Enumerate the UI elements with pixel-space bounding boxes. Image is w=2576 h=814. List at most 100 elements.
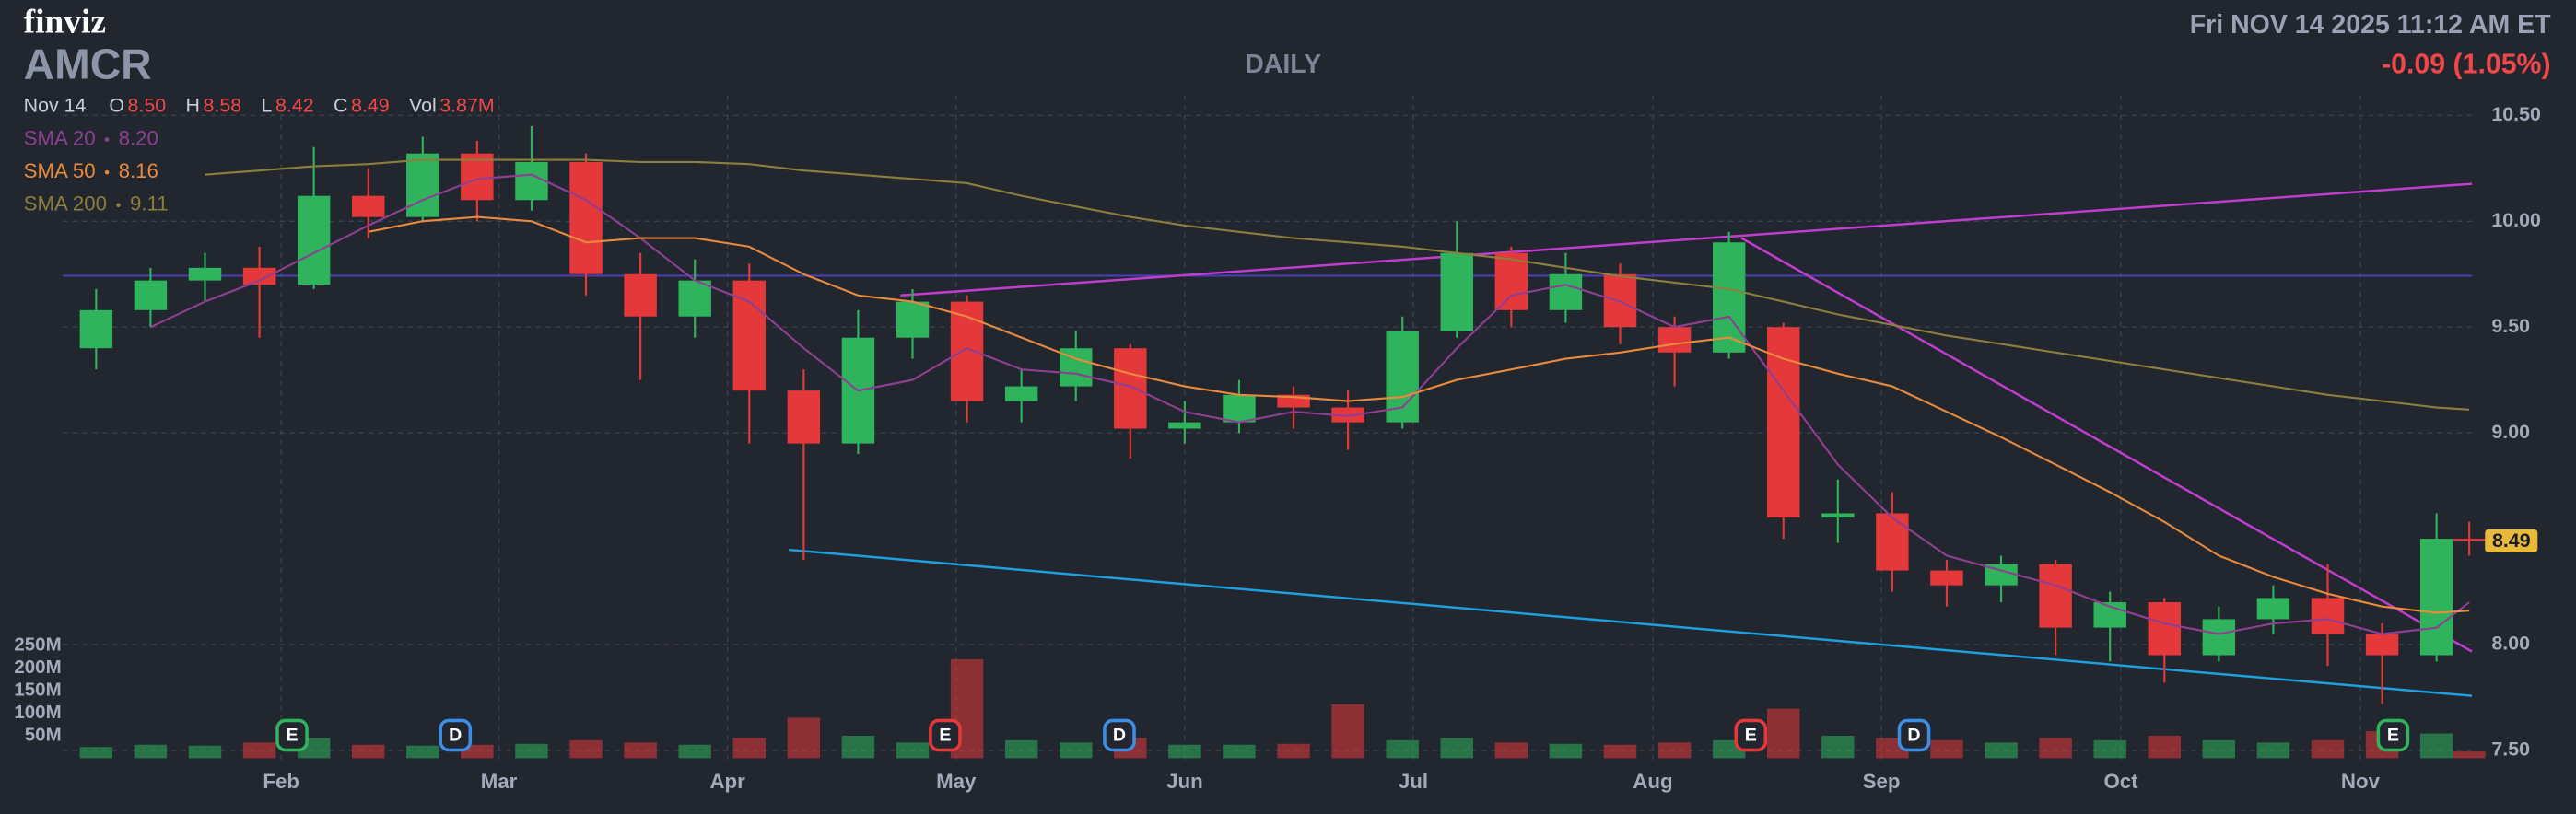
candle-body: [2148, 602, 2181, 656]
stat-label: L: [262, 94, 273, 116]
stat-label: H: [186, 94, 200, 116]
event-badge: [439, 718, 473, 752]
volume-bar: [134, 744, 168, 759]
volume-tick-label: 100M: [14, 702, 61, 723]
x-tick-label: Nov: [2341, 770, 2381, 793]
legend-name: SMA 20: [24, 126, 96, 149]
volume-bar: [2311, 739, 2345, 759]
trend-line: [789, 548, 2473, 697]
price-change: -0.09 (1.05%): [2382, 49, 2550, 79]
volume-bar: [1223, 744, 1256, 759]
candle-body: [1114, 348, 1147, 429]
trend-line: [1740, 237, 2473, 653]
candle-body: [1494, 252, 1528, 310]
candle-body: [406, 153, 439, 217]
volume-bar: [2202, 739, 2236, 759]
stat-label: C: [334, 94, 347, 116]
event-label: D: [1113, 726, 1126, 746]
ticker: AMCR: [24, 40, 152, 87]
candle-body: [2256, 598, 2290, 620]
candle-body: [2365, 634, 2399, 656]
volume-bar: [515, 743, 548, 759]
volume-bar: [1386, 739, 1419, 759]
volume-bar: [1331, 704, 1364, 759]
y-tick-label: 9.00: [2491, 421, 2530, 443]
volume-bar: [2148, 735, 2181, 759]
x-tick-label: Sep: [1863, 770, 1901, 793]
candle-body: [515, 161, 548, 201]
volume-bar: [188, 745, 222, 759]
candle-body: [79, 309, 113, 349]
candle-body: [787, 390, 821, 444]
candle-body: [1930, 570, 1963, 586]
volume-bar: [1985, 742, 2018, 759]
volume-tick-label: 250M: [14, 634, 61, 656]
legend-value: 8.16: [119, 159, 158, 182]
candle-body: [1223, 394, 1256, 423]
volume-bar: [2039, 738, 2072, 759]
volume-bar: [841, 735, 875, 759]
stat-value: 8.50: [128, 94, 167, 116]
stat-value: 8.58: [204, 94, 242, 116]
volume-bar: [1821, 735, 1855, 759]
volume-bar: [787, 717, 821, 759]
candle-body: [2453, 539, 2486, 541]
candle-body: [678, 280, 711, 317]
last-price-tag: [2485, 529, 2538, 552]
candle-body: [2039, 564, 2072, 628]
volume-bar: [1603, 744, 1637, 759]
candle-body: [624, 273, 657, 317]
candle-body: [896, 301, 930, 338]
candle-body: [2202, 619, 2236, 656]
legend-name: SMA 50: [24, 159, 96, 182]
volume-bar: [1277, 743, 1310, 759]
y-tick-label: 9.50: [2491, 315, 2530, 337]
y-tick-label: 10.00: [2491, 209, 2541, 231]
volume-bar: [678, 744, 711, 759]
volume-tick-label: 50M: [25, 724, 62, 745]
event-badge: [1734, 718, 1768, 752]
grid: [63, 95, 2473, 765]
volume-bar: [1004, 739, 1038, 759]
ohlc-info: Nov 14 O 8.50 H 8.58 L 8.42 C 8.49 Vol 3.87M: [24, 94, 495, 116]
period: DAILY: [1245, 50, 1321, 79]
candle-body: [2419, 539, 2453, 656]
candle-body: [2311, 598, 2345, 634]
legend-value: 9.11: [130, 192, 169, 215]
volume-bar: [1168, 744, 1201, 759]
trend-line: [900, 182, 2473, 297]
candle-body: [1168, 422, 1201, 429]
x-tick-label: Mar: [481, 770, 518, 793]
volume-bar: [1060, 742, 1093, 759]
candle-body: [188, 267, 222, 281]
volume-bar: [624, 742, 657, 759]
event-label: E: [286, 726, 298, 746]
stat-value: 8.49: [351, 94, 390, 116]
candle-body: [461, 153, 494, 201]
volume-bar: [1930, 739, 1963, 759]
event-badge: [275, 718, 309, 752]
legend-name: SMA 200: [24, 192, 107, 215]
candle-body: [1004, 386, 1038, 401]
sma-line: [205, 158, 2470, 411]
candle-body: [1712, 242, 1746, 353]
candle-body: [732, 280, 766, 391]
candle-body: [1331, 407, 1364, 423]
stat-value: 3.87M: [439, 94, 494, 116]
event-label: E: [1745, 726, 1757, 746]
stat-value: 8.42: [275, 94, 314, 116]
event-badge: [929, 718, 962, 752]
event-label: E: [2387, 726, 2399, 746]
volume-tick-label: 200M: [14, 657, 61, 678]
candle-body: [1821, 513, 1855, 518]
volume-tick-label: 150M: [14, 680, 61, 701]
x-tick-label: Feb: [263, 770, 299, 793]
volume-bar: [1767, 708, 1800, 759]
candle-body: [1657, 327, 1692, 353]
volume-bar: [242, 742, 276, 759]
sma-line: [368, 215, 2470, 614]
event-label: D: [449, 726, 462, 746]
sma-line: [149, 173, 2470, 635]
